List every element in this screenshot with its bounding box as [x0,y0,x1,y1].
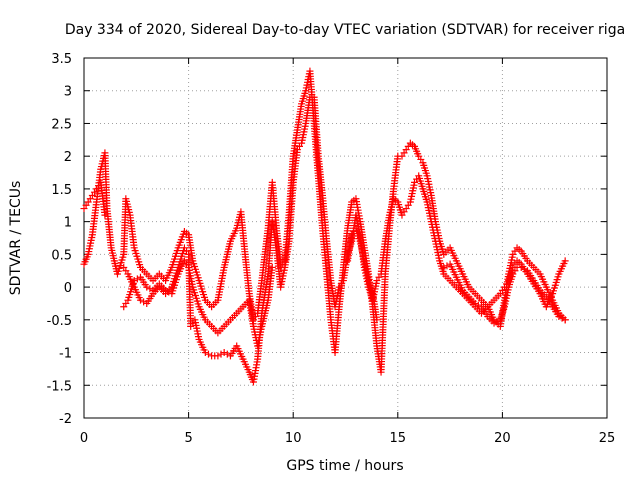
axis-ticks [83,57,608,419]
x-tick-label: 0 [80,431,88,446]
data-point [214,352,222,360]
data-point [555,313,563,321]
y-axis-label: SDTVAR / TECUs [8,181,24,296]
data-point [268,263,276,271]
data-point [136,296,144,304]
x-tick-label: 10 [285,431,302,446]
data-point [162,286,170,294]
data-point [373,316,381,324]
y-tick-label: 2 [64,150,72,165]
data-point [520,265,528,273]
data-point [217,350,225,358]
data-point [561,257,569,265]
x-tick-label: 5 [184,431,192,446]
data-point [204,350,212,358]
y-tick-label: -0.5 [47,314,72,329]
data-point [443,262,451,270]
data-point [493,317,501,325]
data-point [490,319,498,327]
y-tick-label: 0 [64,281,72,296]
data-point [471,299,479,307]
y-tick-label: 3.5 [51,52,72,67]
data-point [165,288,173,296]
data-point [558,314,566,322]
data-point [474,301,482,309]
y-tick-label: -1.5 [47,379,72,394]
data-point [130,277,138,285]
y-tick-label: 0.5 [51,248,72,263]
y-tick-label: -1 [59,347,72,362]
plot-frame [83,57,608,419]
data-point [133,275,141,283]
chart-title: Day 334 of 2020, Sidereal Day-to-day VTE… [65,22,625,38]
y-tick-label: 1 [64,216,72,231]
data-point [101,211,109,219]
x-tick-label: 15 [390,431,407,446]
data-markers [80,67,569,386]
y-tick-label: 1.5 [51,183,72,198]
x-tick-label: 20 [494,431,511,446]
y-tick-label: 2.5 [51,117,72,132]
x-tick-label: 25 [599,431,616,446]
data-point [201,349,209,357]
data-point [561,316,569,324]
data-point [140,298,148,306]
y-tick-label: 3 [64,85,72,100]
data-point [440,263,448,271]
x-axis-label: GPS time / hours [286,458,403,474]
y-tick-label: -2 [59,412,72,427]
data-point [143,283,151,291]
data-point [220,349,228,357]
data-point [517,263,525,271]
data-point [223,350,231,358]
